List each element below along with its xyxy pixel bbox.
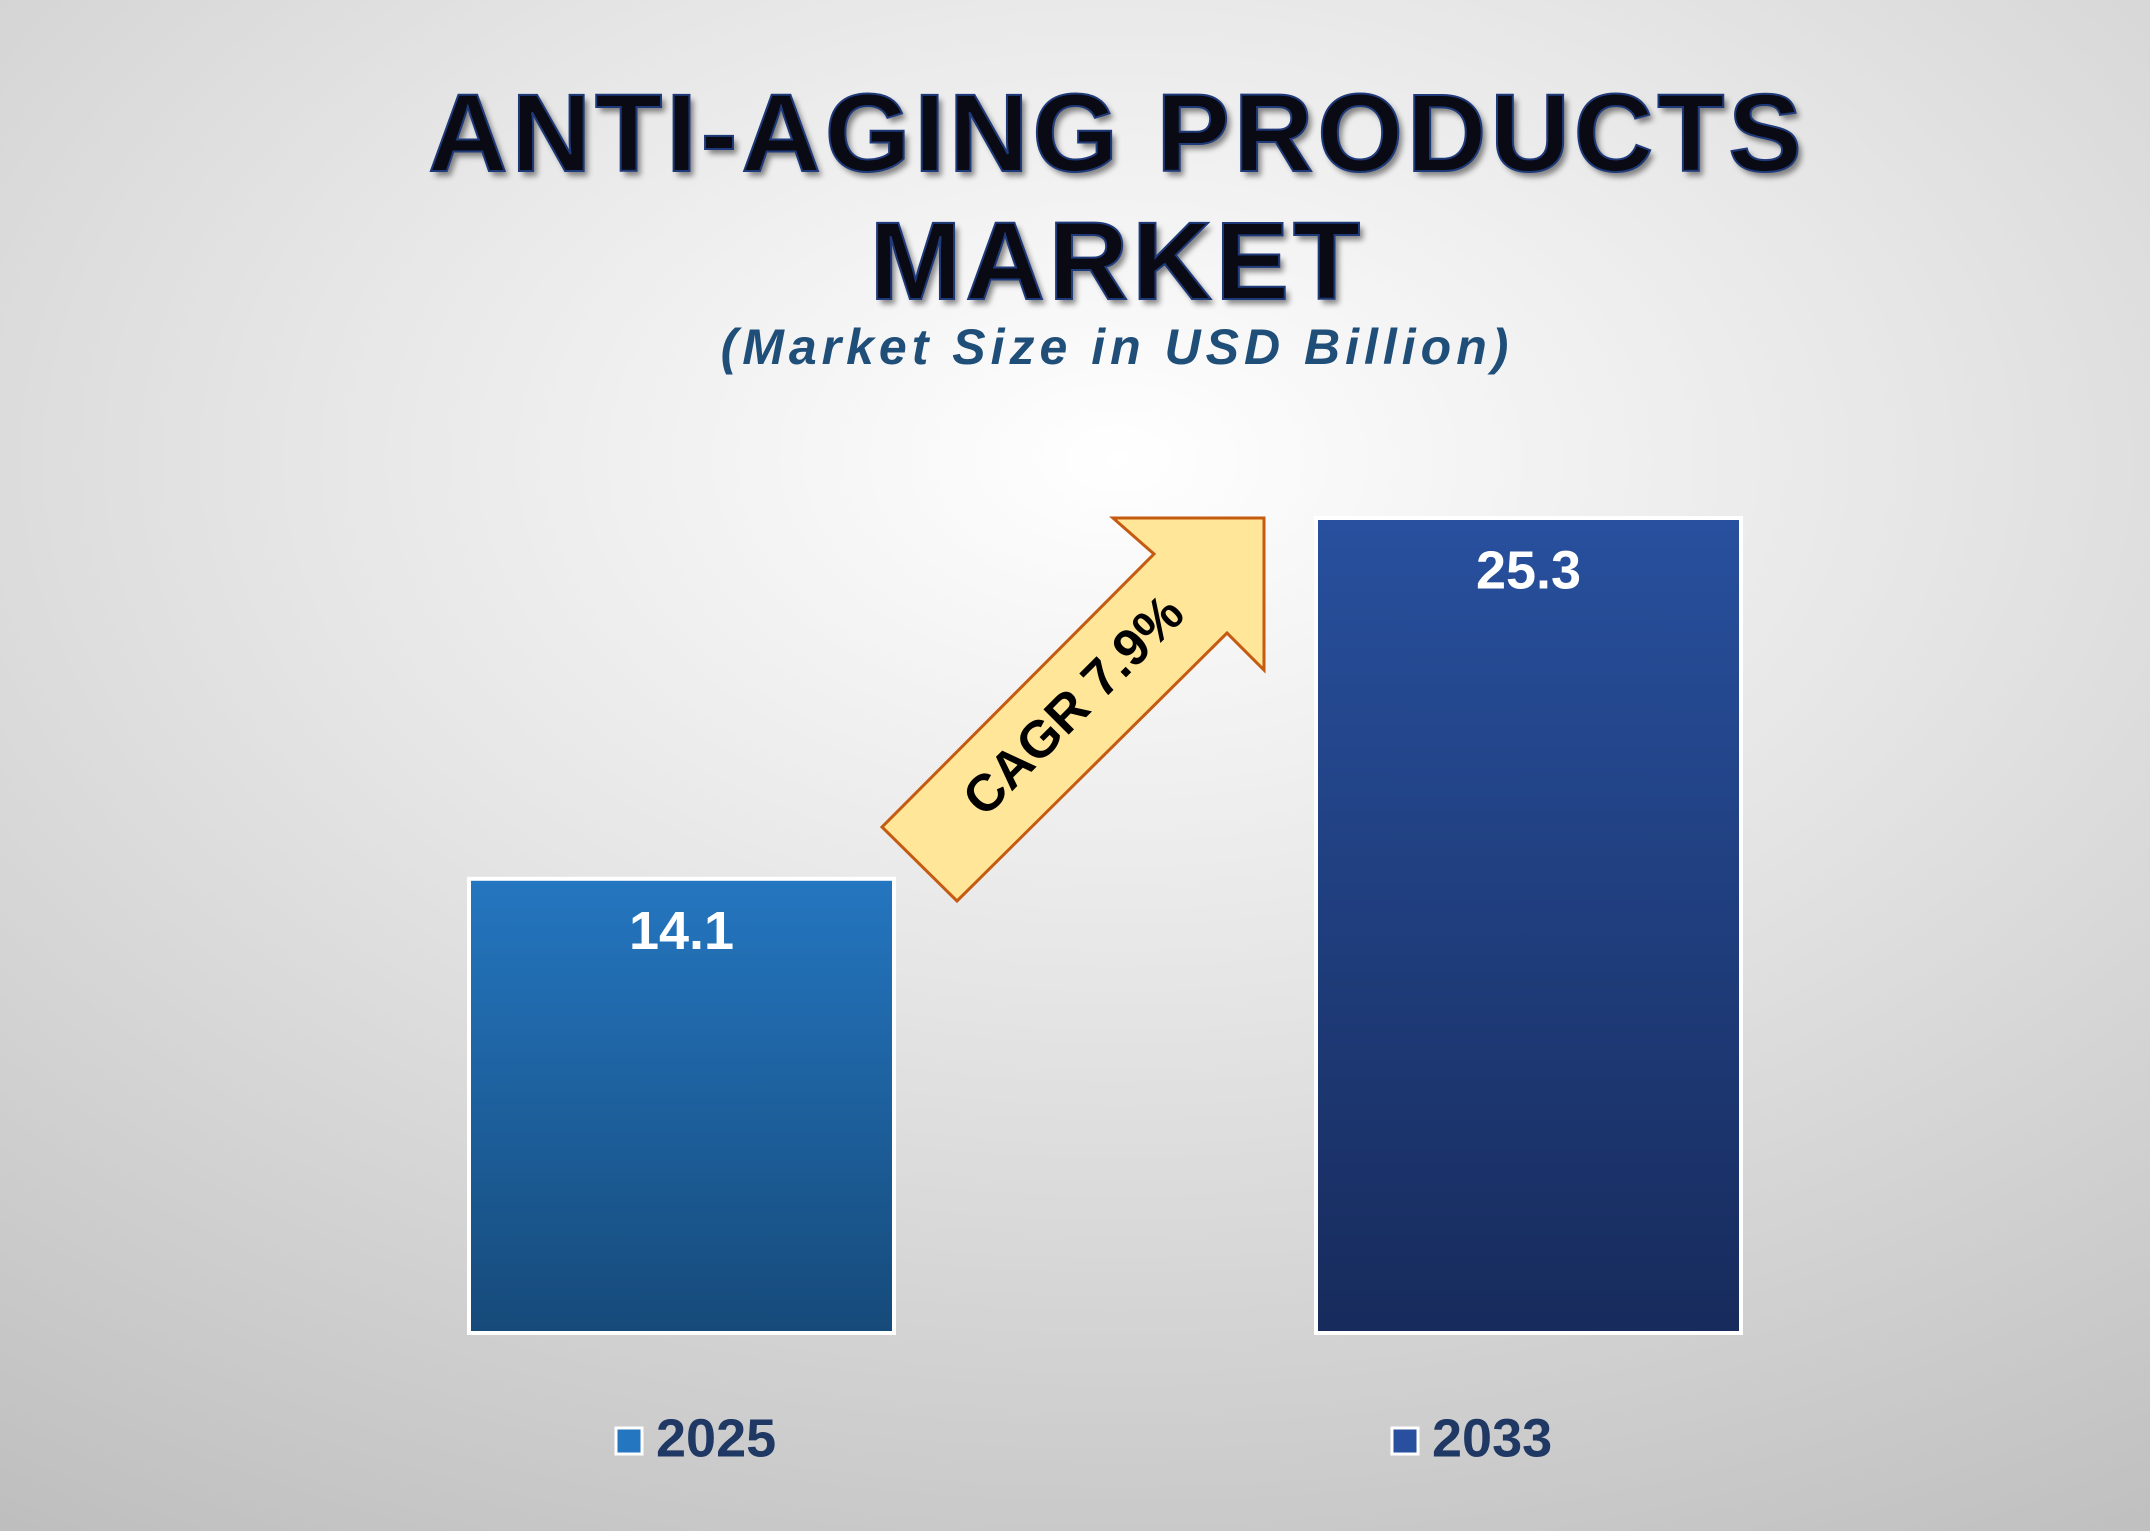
bar	[467, 876, 896, 1335]
legend-label: 2033	[1432, 1408, 1552, 1468]
legend-swatch	[614, 1426, 644, 1456]
value-label: 25.3	[1476, 540, 1581, 600]
legend-label: 2025	[656, 1408, 776, 1468]
chart-title: ANTI-AGING PRODUCTS MARKET	[427, 71, 1806, 324]
cagr-label: CAGR 7.9%	[952, 584, 1195, 827]
value-label: 14.1	[629, 901, 734, 961]
bar	[1314, 516, 1743, 1335]
legend-swatch	[1390, 1426, 1420, 1456]
cagr-arrow	[879, 516, 1266, 904]
chart-subtitle: (Market Size in USD Billion)	[720, 319, 1514, 375]
